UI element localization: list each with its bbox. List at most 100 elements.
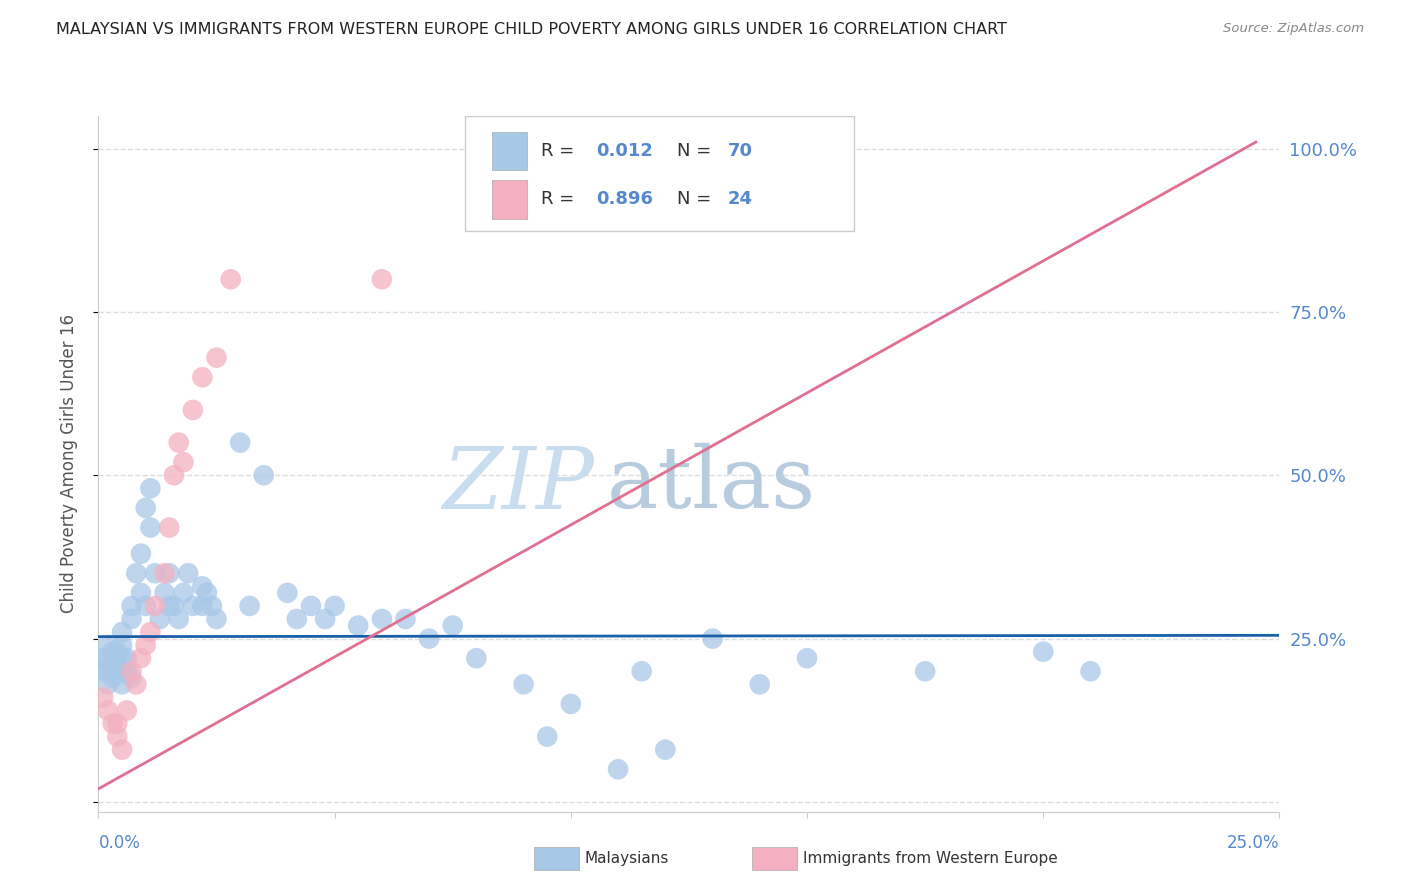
Point [111, 638, 134, 652]
Point [135, 638, 157, 652]
Point [105, 716, 128, 731]
Point [97, 651, 120, 665]
Bar [492, 132, 527, 169]
Point [191, 579, 214, 593]
Point [347, 618, 370, 632]
Point [129, 547, 152, 561]
Point [135, 599, 157, 613]
Bar [492, 180, 527, 219]
Point [323, 599, 346, 613]
Point [97, 638, 120, 652]
Point [101, 645, 124, 659]
Point [101, 657, 124, 672]
Point [105, 730, 128, 744]
Point [299, 599, 322, 613]
Point [125, 566, 148, 581]
Text: N =: N = [678, 142, 717, 160]
Point [135, 500, 157, 515]
Point [201, 599, 224, 613]
Point [97, 677, 120, 691]
Point [181, 599, 204, 613]
Point [163, 468, 186, 483]
Point [129, 586, 152, 600]
Point [121, 671, 143, 685]
Point [111, 677, 134, 691]
Point [536, 730, 558, 744]
Text: ZIP: ZIP [443, 443, 595, 526]
Point [172, 455, 194, 469]
Point [111, 625, 134, 640]
Point [465, 651, 488, 665]
Point [91, 690, 114, 705]
Point [796, 651, 818, 665]
Point [111, 651, 134, 665]
Point [276, 586, 298, 600]
Point [239, 599, 262, 613]
Text: Immigrants from Western Europe: Immigrants from Western Europe [803, 851, 1057, 865]
Point [101, 716, 124, 731]
Point [630, 665, 652, 679]
Point [105, 665, 128, 679]
Point [371, 272, 394, 286]
Point [143, 566, 166, 581]
Point [157, 520, 180, 534]
Text: Source: ZipAtlas.com: Source: ZipAtlas.com [1223, 22, 1364, 36]
Point [219, 272, 242, 286]
Point [914, 665, 936, 679]
Point [91, 665, 114, 679]
Point [111, 665, 134, 679]
Point [560, 697, 582, 711]
Point [418, 632, 440, 646]
Point [149, 612, 172, 626]
Point [195, 586, 218, 600]
Point [139, 481, 162, 495]
Point [153, 586, 176, 600]
Point [512, 677, 534, 691]
Point [153, 566, 176, 581]
Point [115, 703, 138, 717]
Point [512, 142, 534, 156]
Point [97, 665, 120, 679]
Point [314, 612, 336, 626]
Point [121, 599, 143, 613]
Point [105, 657, 128, 672]
Point [441, 618, 464, 632]
Point [101, 671, 124, 685]
Point [121, 612, 143, 626]
Point [253, 468, 276, 483]
Point [748, 677, 770, 691]
Point [167, 612, 190, 626]
Text: 0.896: 0.896 [596, 191, 652, 209]
Point [181, 403, 204, 417]
Text: 0.012: 0.012 [596, 142, 652, 160]
Point [285, 612, 308, 626]
Point [191, 599, 214, 613]
Point [115, 665, 138, 679]
Point [139, 520, 162, 534]
Text: 0.0%: 0.0% [98, 834, 141, 852]
Text: 24: 24 [728, 191, 754, 209]
Point [125, 677, 148, 691]
Point [143, 599, 166, 613]
Point [394, 612, 416, 626]
Point [229, 435, 252, 450]
Point [163, 599, 186, 613]
Text: MALAYSIAN VS IMMIGRANTS FROM WESTERN EUROPE CHILD POVERTY AMONG GIRLS UNDER 16 C: MALAYSIAN VS IMMIGRANTS FROM WESTERN EUR… [56, 22, 1007, 37]
Point [177, 566, 200, 581]
Point [91, 651, 114, 665]
Point [1032, 645, 1054, 659]
Text: R =: R = [541, 142, 581, 160]
Point [654, 742, 676, 756]
Text: R =: R = [541, 191, 581, 209]
Point [129, 651, 152, 665]
Point [97, 703, 120, 717]
Point [157, 599, 180, 613]
Point [607, 762, 630, 776]
Point [105, 645, 128, 659]
Text: 25.0%: 25.0% [1227, 834, 1279, 852]
Text: N =: N = [678, 191, 717, 209]
Point [172, 586, 194, 600]
Point [157, 566, 180, 581]
Point [139, 625, 162, 640]
Text: 70: 70 [728, 142, 754, 160]
